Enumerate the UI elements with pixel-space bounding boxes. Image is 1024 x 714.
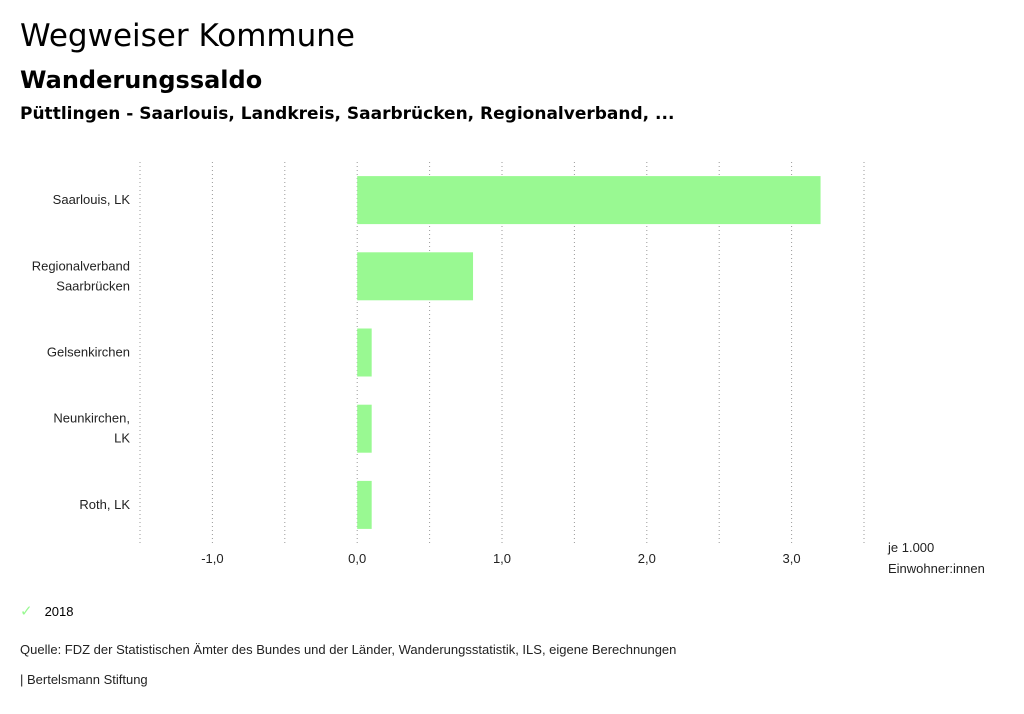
- source-note: Quelle: FDZ der Statistischen Ämter des …: [20, 642, 677, 657]
- x-tick-label: 2,0: [638, 551, 656, 566]
- legend[interactable]: ✓ 2018: [20, 602, 74, 620]
- bar-3: [357, 404, 372, 453]
- x-tick-label: 0,0: [348, 551, 366, 566]
- x-tick-label: 1,0: [493, 551, 511, 566]
- category-label: Neunkirchen,: [53, 411, 130, 426]
- x-tick-label: -1,0: [201, 551, 223, 566]
- publisher-note: | Bertelsmann Stiftung: [20, 672, 148, 687]
- page-title: Wegweiser Kommune: [20, 18, 355, 54]
- bars: [357, 176, 821, 529]
- category-label: Saarlouis, LK: [53, 192, 131, 207]
- region-title: Püttlingen - Saarlouis, Landkreis, Saarb…: [20, 104, 675, 124]
- category-labels: Saarlouis, LK Regionalverband Saarbrücken G…: [32, 192, 131, 512]
- unit-label-line: je 1.000: [887, 540, 934, 555]
- category-label: Regionalverband: [32, 258, 130, 273]
- x-tick-labels: -1,0 0,0 1,0 2,0 3,0: [201, 551, 800, 566]
- bar-0: [357, 176, 821, 225]
- x-tick-label: 3,0: [783, 551, 801, 566]
- category-label: Roth, LK: [79, 497, 130, 512]
- bar-1: [357, 252, 474, 301]
- category-label: LK: [114, 431, 130, 446]
- legend-label-2018: 2018: [44, 603, 74, 619]
- unit-label: je 1.000 Einwohner:innen: [887, 540, 985, 576]
- category-label: Gelsenkirchen: [47, 345, 130, 360]
- bar-2: [357, 328, 372, 377]
- bar-4: [357, 480, 372, 529]
- check-icon[interactable]: ✓: [20, 602, 33, 620]
- unit-label-line: Einwohner:innen: [888, 561, 985, 576]
- bar-chart: Saarlouis, LK Regionalverband Saarbrücken G…: [32, 162, 985, 576]
- category-label: Saarbrücken: [56, 278, 130, 293]
- chart-subtitle: Wanderungssaldo: [20, 66, 263, 94]
